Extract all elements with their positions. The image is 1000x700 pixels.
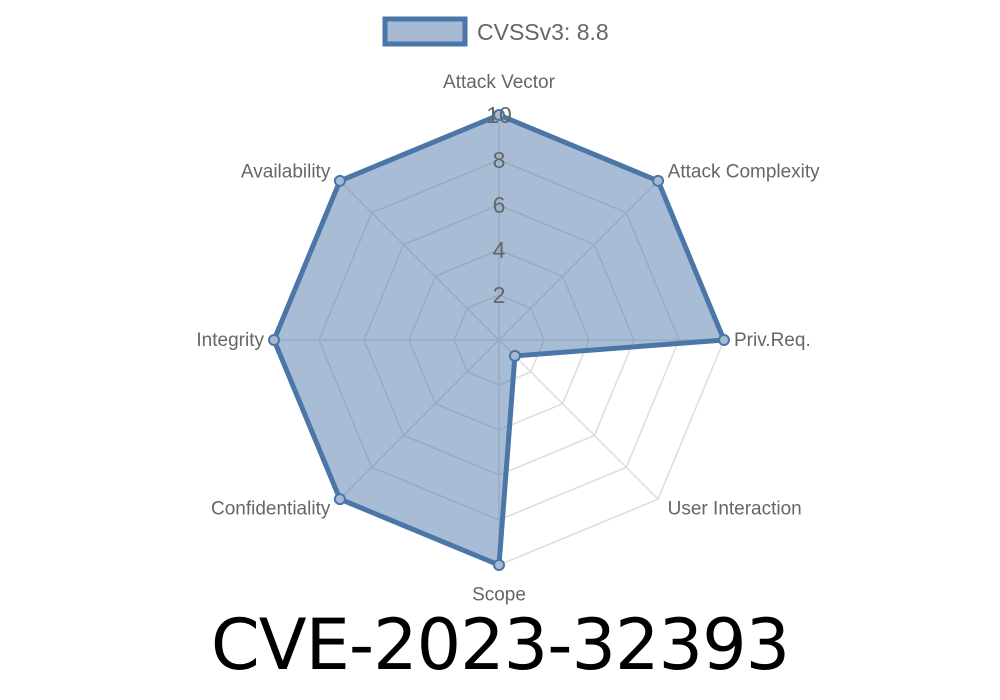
tick-label: 8 xyxy=(493,147,506,173)
grid-spoke xyxy=(498,180,659,341)
tick-label: 4 xyxy=(493,237,506,263)
data-point xyxy=(652,174,665,187)
axis-label: Attack Complexity xyxy=(668,161,821,182)
axis-label: Confidentiality xyxy=(211,499,331,520)
data-point xyxy=(268,334,280,346)
grid-spoke xyxy=(498,339,659,500)
tick-label: 10 xyxy=(486,102,512,128)
page-title: CVE-2023-32393 xyxy=(210,604,790,686)
axis-label: User Interaction xyxy=(668,499,802,520)
axis-label: Scope xyxy=(472,585,526,606)
axis-label: Priv.Req. xyxy=(734,330,811,351)
data-point xyxy=(718,334,730,346)
data-point xyxy=(333,493,346,506)
axis-label: Availability xyxy=(241,161,331,182)
grid-spoke xyxy=(339,180,500,341)
axis-label: Attack Vector xyxy=(443,72,556,93)
legend-swatch xyxy=(382,16,468,47)
data-point xyxy=(508,349,521,362)
grid-spoke xyxy=(339,339,500,500)
data-point xyxy=(493,559,505,571)
data-point xyxy=(333,174,346,187)
tick-label: 6 xyxy=(493,192,506,218)
tick-label: 2 xyxy=(493,282,506,308)
legend-label: CVSSv3: 8.8 xyxy=(477,19,609,45)
axis-label: Integrity xyxy=(196,330,264,351)
data-point xyxy=(493,109,505,121)
